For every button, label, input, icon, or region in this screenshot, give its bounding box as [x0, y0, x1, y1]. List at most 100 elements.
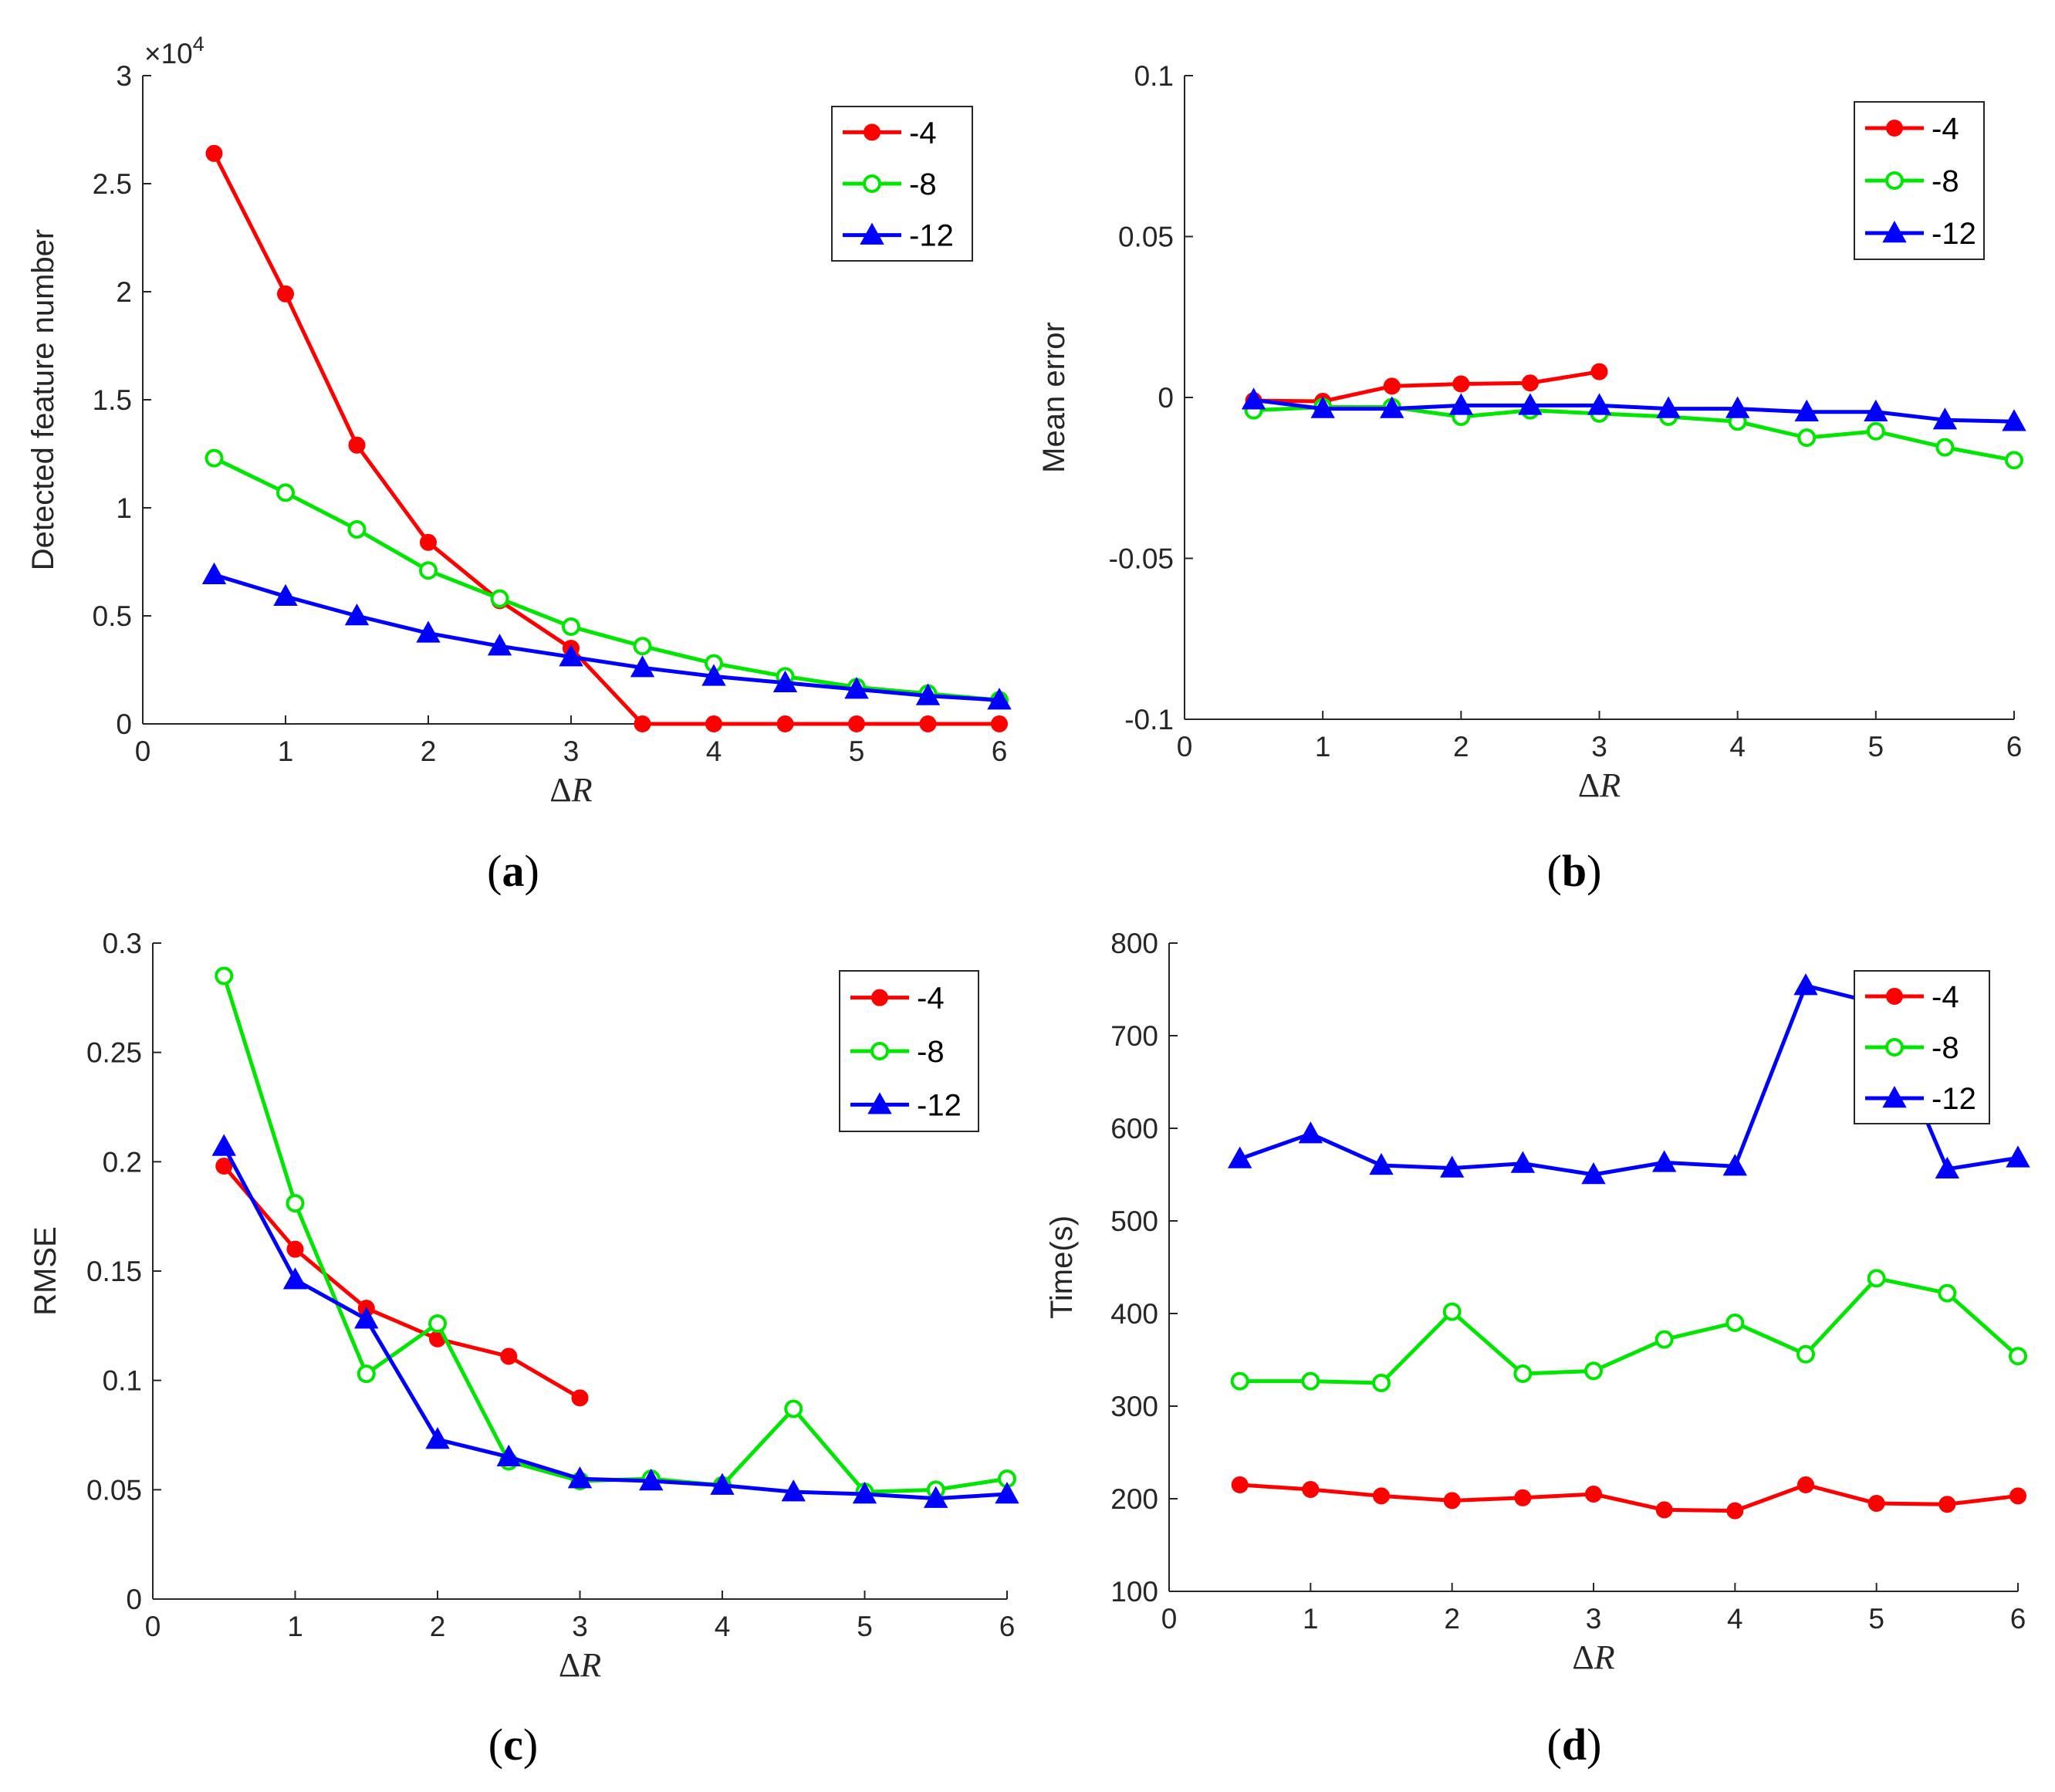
x-tick-label: 6 [992, 735, 1008, 767]
caption-letter: d [1562, 1719, 1587, 1770]
data-point [1439, 1155, 1465, 1178]
x-tick-label: 2 [1453, 731, 1469, 762]
y-tick-label: 300 [1110, 1391, 1158, 1422]
series--12 [1241, 387, 2026, 431]
x-axis-label: ΔR [549, 771, 592, 809]
data-point [1587, 393, 1612, 415]
data-point [419, 561, 438, 580]
exponent-power: 4 [193, 32, 204, 56]
data-point [1373, 1487, 1390, 1505]
series--8 [1230, 1269, 2027, 1392]
data-point [215, 966, 234, 986]
data-point [1797, 428, 1817, 448]
x-tick-label: 1 [287, 1611, 303, 1642]
data-point [995, 1481, 1019, 1504]
series-line [1239, 1483, 2019, 1513]
chart-panel-c: 0 1 2 3 4 5 600.050.10.150.20.250.3RMSEΔR-4-8-… [29, 928, 1019, 1770]
data-point [701, 664, 726, 686]
y-tick-label: 0 [116, 708, 132, 740]
y-tick-label: 500 [1110, 1205, 1158, 1237]
data-point [487, 634, 512, 656]
data-point [1302, 1481, 1320, 1498]
chart-panel-b: 0 1 2 3 4 5 6 -0.1 -0.05 0 0.05 0.1 Mean error ΔR -4 -8… [1037, 60, 2026, 896]
y-tick-label: 100 [1110, 1576, 1158, 1608]
data-point [1882, 220, 1907, 243]
y-tick-label: 0.2 [103, 1146, 142, 1178]
data-point [781, 1479, 806, 1502]
x-axis-label-var: R [571, 771, 593, 809]
y-tick-label: 0.15 [86, 1256, 142, 1287]
data-point [1864, 399, 1888, 421]
data-point [1310, 396, 1335, 418]
x-tick-label: 0 [145, 1611, 161, 1642]
data-point [276, 483, 295, 502]
data-point [1938, 1496, 1956, 1513]
data-point [705, 715, 722, 732]
x-tick-label: 3 [572, 1611, 588, 1642]
data-point [1726, 1502, 1744, 1520]
data-point [1380, 396, 1404, 418]
x-tick-label: 3 [1586, 1603, 1602, 1635]
data-point [870, 1042, 889, 1060]
data-point [215, 1158, 233, 1175]
x-tick-label: 2 [1444, 1603, 1460, 1635]
legend-label: -8 [917, 1035, 945, 1069]
series--8 [204, 448, 1009, 710]
series--4 [1231, 1476, 2026, 1520]
x-axis-label: ΔR [1578, 766, 1621, 804]
y-tick-label: -0.1 [1124, 704, 1174, 735]
data-point [915, 683, 941, 705]
series-line [222, 1145, 1008, 1501]
data-point [784, 1399, 803, 1418]
y-tick-label: 1 [116, 492, 132, 524]
data-point [428, 1314, 447, 1333]
y-tick-label: 0.25 [86, 1037, 142, 1069]
series-line [1253, 370, 1600, 404]
caption-open: ( [488, 1719, 503, 1770]
legend-label: -4 [1932, 112, 1959, 146]
x-tick-label: 6 [999, 1611, 1016, 1642]
data-point [1651, 1150, 1677, 1172]
legend-label: -4 [1932, 980, 1959, 1014]
series-line [212, 152, 999, 726]
data-point [204, 448, 224, 468]
y-axis-label: Time(s) [1045, 1216, 1079, 1319]
data-point [1590, 363, 1608, 380]
data-point [1935, 438, 1955, 457]
data-point [2002, 409, 2026, 431]
data-point [567, 1466, 593, 1489]
data-point [490, 589, 509, 608]
data-point [772, 670, 798, 692]
data-point [1383, 377, 1401, 395]
data-point [634, 715, 651, 732]
caption-close: ) [1587, 846, 1601, 896]
x-axis-label-delta: Δ [559, 1646, 580, 1684]
series-line [1253, 397, 2015, 424]
x-tick-label: 0 [1177, 731, 1193, 762]
data-point [852, 1481, 877, 1504]
data-point [844, 677, 869, 699]
x-tick-label: 5 [1868, 1603, 1884, 1635]
data-point [1585, 1486, 1602, 1503]
data-point [1793, 973, 1818, 996]
data-point [864, 123, 880, 141]
x-axis-label-delta: Δ [549, 771, 571, 809]
x-axis-label-var: R [580, 1646, 601, 1684]
data-point [286, 1194, 305, 1213]
y-tick-label: 0.5 [93, 600, 132, 632]
data-point [919, 715, 937, 732]
x-tick-label: 3 [1591, 731, 1607, 762]
data-point [633, 637, 652, 656]
series--4 [1245, 363, 1608, 411]
data-point [1656, 396, 1681, 418]
data-point [273, 583, 298, 606]
data-point [1521, 374, 1539, 392]
y-tick-label: 0.05 [86, 1474, 142, 1506]
caption-letter: b [1562, 846, 1587, 896]
data-point [1514, 1489, 1532, 1506]
data-point [1581, 1161, 1606, 1185]
data-point [2005, 451, 2023, 470]
data-point [1796, 1344, 1815, 1364]
x-tick-label: 5 [1868, 731, 1884, 762]
data-point [867, 1092, 892, 1114]
